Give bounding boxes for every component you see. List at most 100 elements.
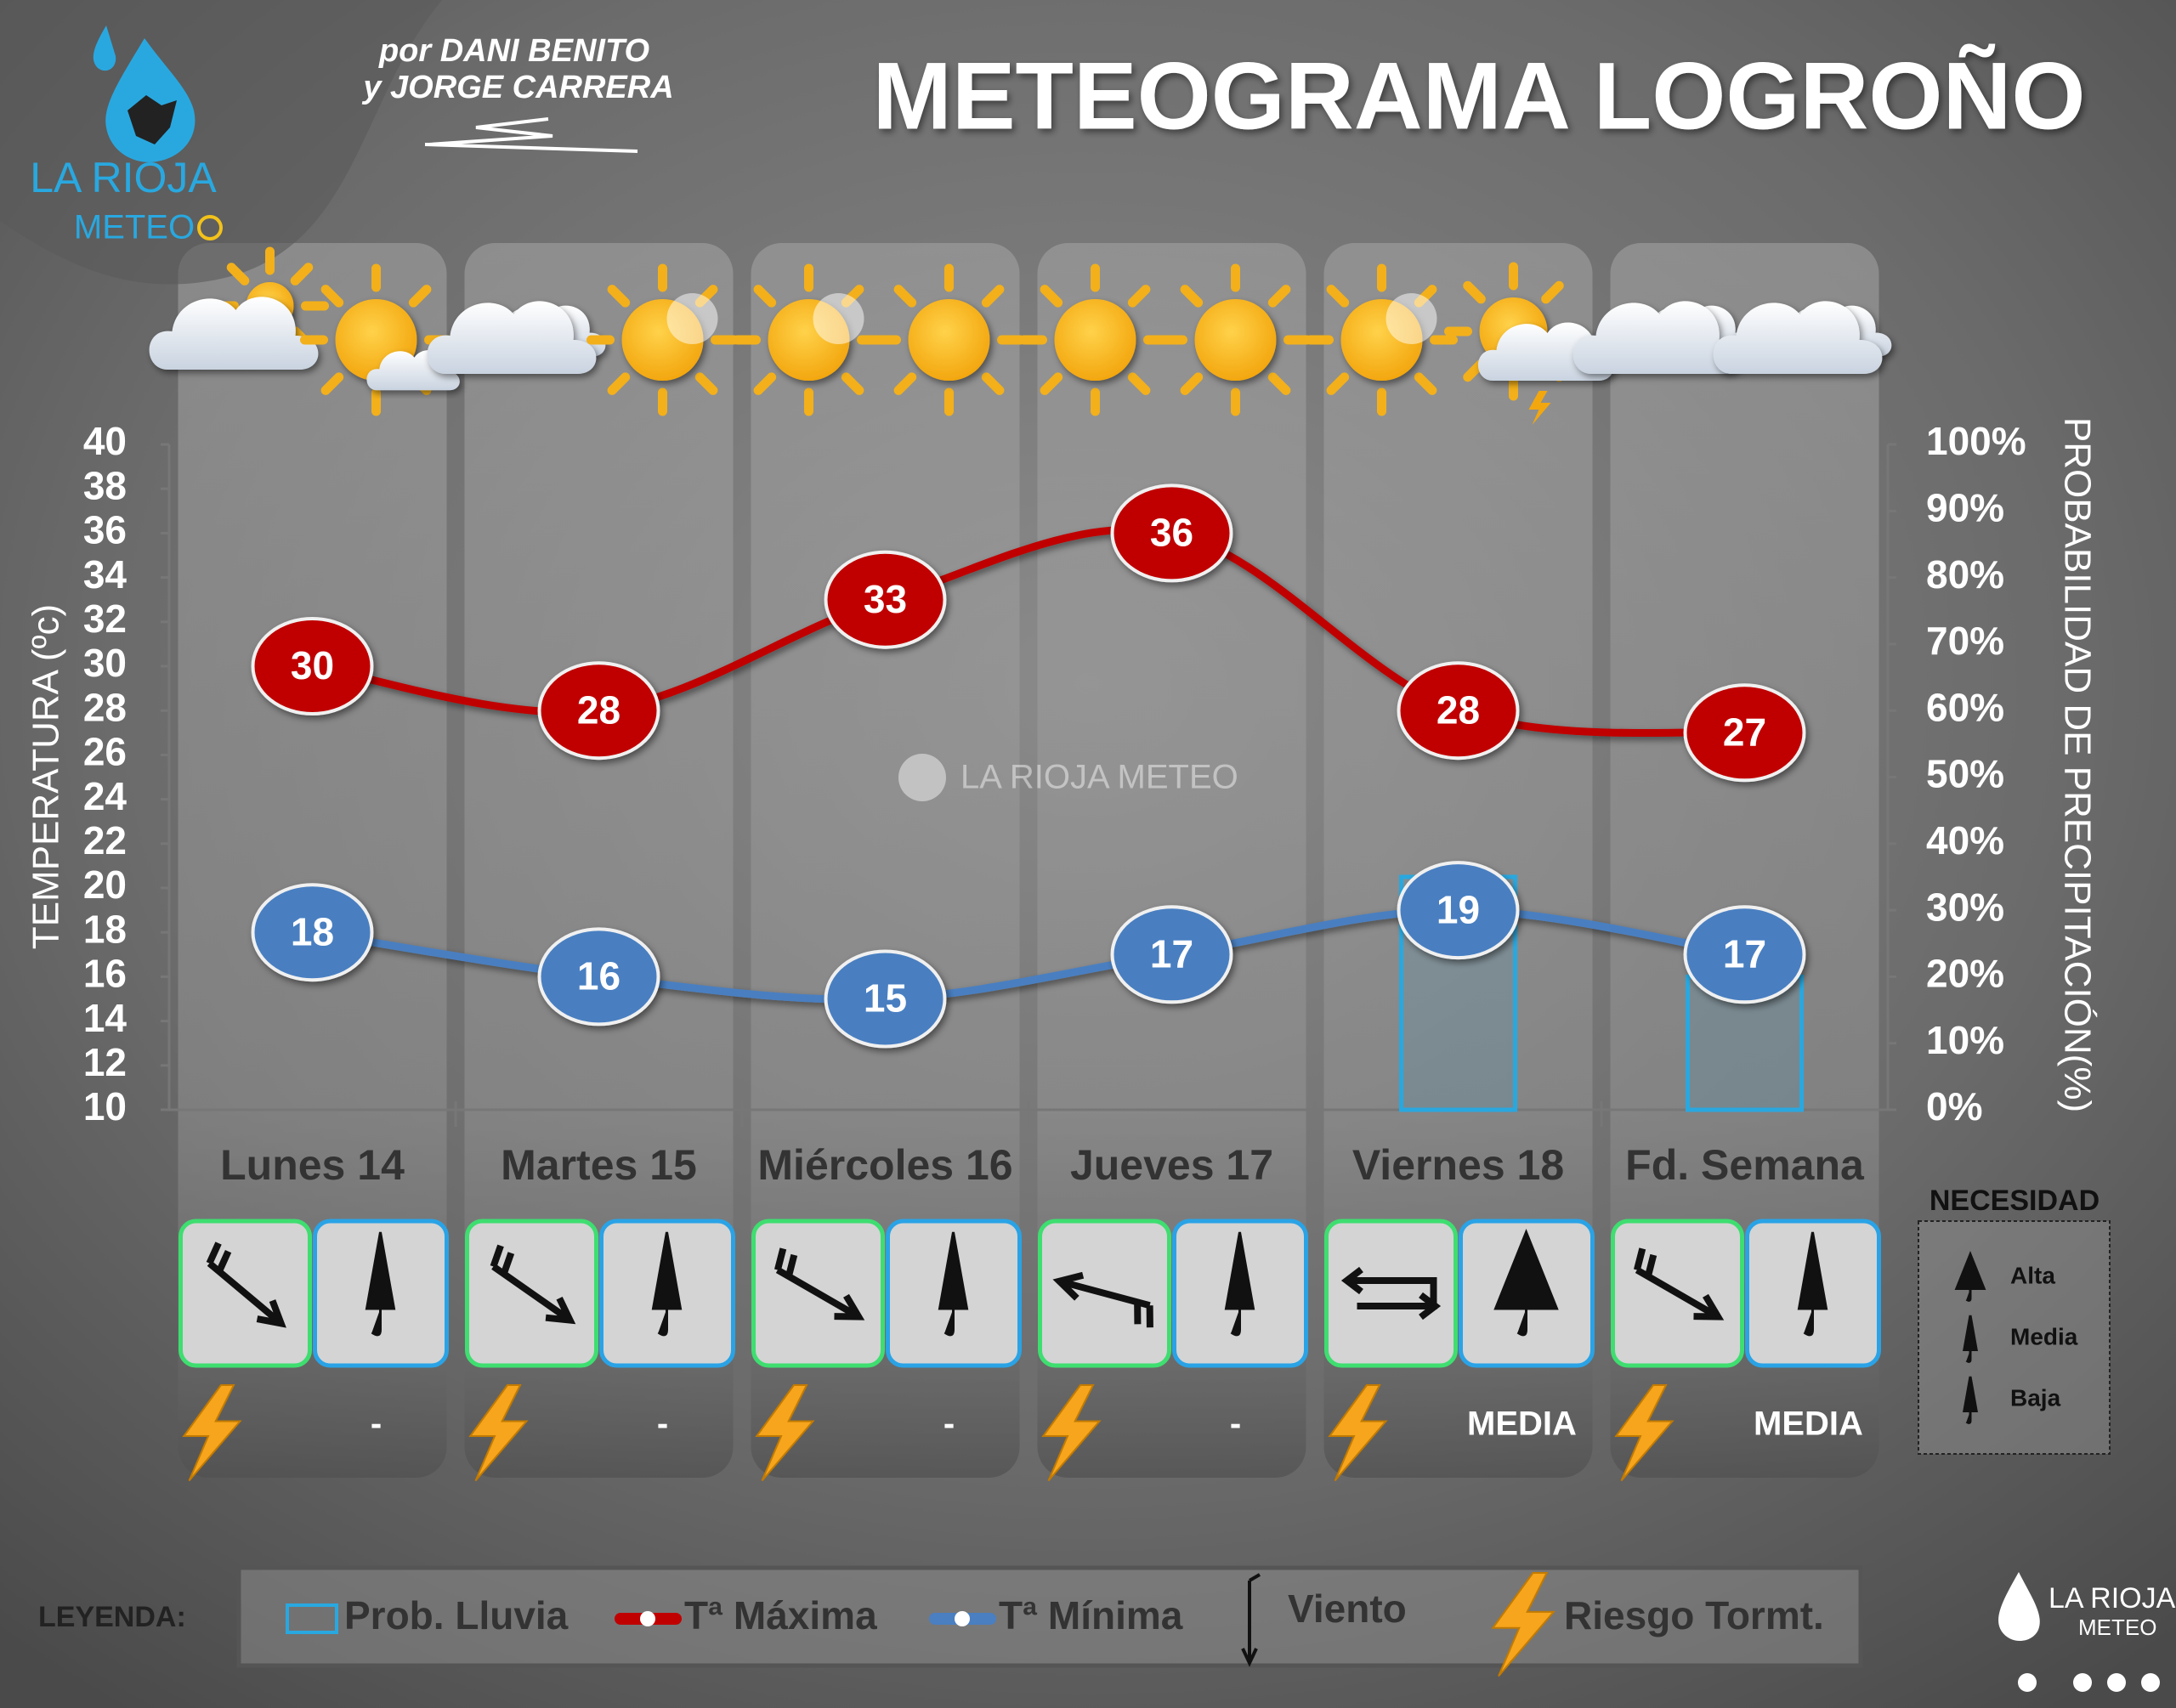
sun-ray — [981, 285, 1005, 308]
sun-ray — [753, 285, 777, 308]
legend-label: Riesgo Tormt. — [1564, 1593, 1824, 1637]
y2-tick-label: 40% — [1926, 818, 2004, 862]
sun-icon — [1306, 263, 1458, 416]
y2-tick-label: 50% — [1926, 752, 2004, 796]
y-tick-label: 14 — [83, 996, 128, 1040]
sun-ray — [320, 372, 344, 395]
day-label: Martes 15 — [501, 1141, 697, 1189]
sun-icon — [1019, 263, 1171, 416]
temp-marker — [1397, 661, 1520, 761]
sun-ray — [290, 263, 314, 286]
y-tick-label: 38 — [83, 463, 127, 507]
corner-shade — [0, 0, 442, 285]
day-panel — [1037, 243, 1306, 1478]
wind-arrow — [490, 1244, 576, 1325]
sun-ray — [753, 372, 777, 395]
temp-label: 17 — [1150, 931, 1193, 976]
temp-label: 28 — [577, 687, 620, 732]
cloud-icon — [1713, 301, 1883, 374]
storm-risk: - — [657, 1405, 668, 1443]
sun-icon — [1159, 263, 1312, 416]
y-tick-label: 30 — [83, 641, 127, 685]
haze — [813, 293, 864, 344]
sun-ray — [893, 372, 917, 395]
signature — [424, 117, 638, 153]
legend-dot — [640, 1611, 655, 1626]
sun-ray — [1040, 285, 1063, 308]
wind-shape — [1052, 1271, 1153, 1328]
y2-tick-label: 0% — [1926, 1084, 1982, 1128]
bolt-small — [1528, 391, 1551, 425]
sun-ray — [694, 372, 718, 395]
legend-label: Prob. Lluvia — [344, 1593, 569, 1637]
umbrella-icon — [1954, 1250, 1986, 1302]
day-label: Lunes 14 — [220, 1141, 405, 1189]
y-tick-label: 26 — [83, 730, 127, 774]
need-level: Alta — [2010, 1262, 2055, 1288]
storm-risk: - — [1230, 1405, 1241, 1443]
temp-marker — [1683, 683, 1806, 783]
sun-ray — [1127, 285, 1151, 308]
y-tick-label: 16 — [83, 952, 127, 996]
y2-tick-label: 90% — [1926, 485, 2004, 529]
y-tick-label: 34 — [83, 552, 128, 597]
legend-label: Tª Mínima — [999, 1593, 1183, 1637]
sun-icon — [733, 263, 885, 416]
footer-logo-line1: LA RIOJA — [2048, 1582, 2176, 1615]
bolt-icon — [182, 1384, 242, 1482]
temp-marker — [251, 617, 374, 715]
logo-line1: LA RIOJA — [30, 154, 217, 201]
day-panel — [751, 243, 1020, 1478]
umbrella-icon — [1493, 1228, 1559, 1337]
legend-box — [236, 1565, 1863, 1668]
day-label: Miércoles 16 — [757, 1141, 1012, 1189]
sun-ray — [1414, 372, 1437, 395]
y2-tick-label: 20% — [1926, 952, 2004, 996]
cloud-icon — [1572, 301, 1742, 374]
temp-label: 16 — [577, 954, 620, 998]
day-label: Fd. Semana — [1625, 1141, 1865, 1189]
sun-icon — [873, 263, 1025, 416]
y2-axis-title: PROBABILIDAD DE PRECIPITACIÓN(%) — [2056, 417, 2098, 1112]
sun-icon — [586, 263, 739, 416]
wind-arrow — [206, 1241, 286, 1328]
sun-ray — [1127, 372, 1151, 395]
umbrella-icon — [1224, 1231, 1255, 1337]
legend-wind-icon — [1241, 1573, 1261, 1667]
sun-ray — [1541, 280, 1564, 304]
umbrella-icon — [651, 1231, 683, 1337]
footer-logo-line2: METEO — [2078, 1615, 2156, 1640]
wind-shape — [206, 1241, 286, 1328]
temp-label: 17 — [1723, 931, 1766, 976]
wind-box — [1324, 1219, 1458, 1368]
legend-dot — [955, 1611, 970, 1626]
cloud-icon — [427, 301, 597, 374]
y-axis-title: TEMPERATURA (ºc) — [26, 604, 67, 949]
sun-disc — [1054, 299, 1136, 381]
day-panels — [178, 243, 1879, 1478]
y2-tick-label: 70% — [1926, 619, 2004, 663]
sun-ray — [607, 372, 631, 395]
temp-marker — [1110, 484, 1233, 583]
temp-marker — [251, 883, 374, 982]
temp-marker — [537, 927, 660, 1026]
temp-marker — [1110, 905, 1233, 1004]
wind-arrow — [1340, 1266, 1442, 1321]
umbrella-icon — [1963, 1376, 1978, 1424]
temp-label: 18 — [291, 909, 334, 953]
y-tick-label: 40 — [83, 419, 127, 463]
logo-line2: METEO — [74, 209, 195, 246]
temp-marker — [1397, 861, 1520, 960]
wind-arrow — [1633, 1247, 1725, 1321]
umbrella-icon — [1963, 1315, 1978, 1363]
sun-ray — [1326, 372, 1350, 395]
sun-ray — [1463, 280, 1486, 304]
sun-ray — [226, 263, 250, 286]
credit-1: por DANI BENITO — [378, 33, 649, 69]
storm-risk: MEDIA — [1467, 1405, 1577, 1443]
sun-ray — [841, 372, 864, 395]
haze — [666, 293, 718, 344]
wind-shape — [1633, 1247, 1725, 1321]
sun-ray — [1180, 372, 1204, 395]
